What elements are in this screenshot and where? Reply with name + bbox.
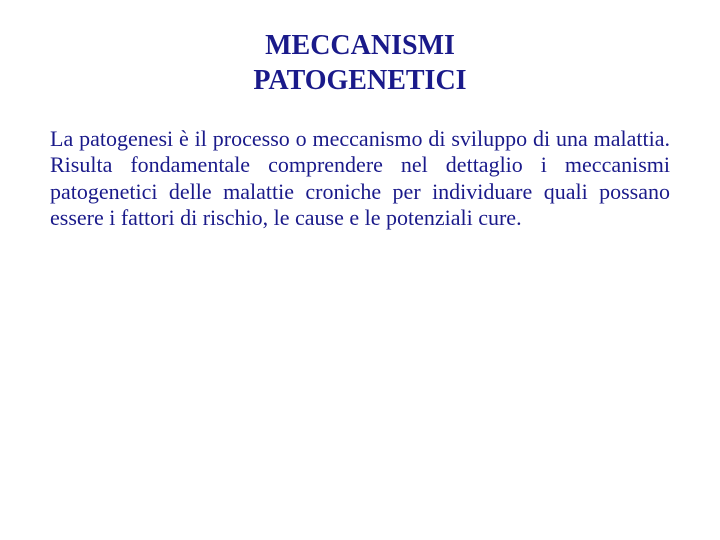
slide-body-text: La patogenesi è il processo o meccanismo… [50,126,670,232]
title-line-2: PATOGENETICI [253,65,466,96]
title-line-1: MECCANISMI [265,30,455,61]
slide-title: MECCANISMI PATOGENETICI [50,28,670,98]
slide-container: MECCANISMI PATOGENETICI La patogenesi è … [0,0,720,540]
